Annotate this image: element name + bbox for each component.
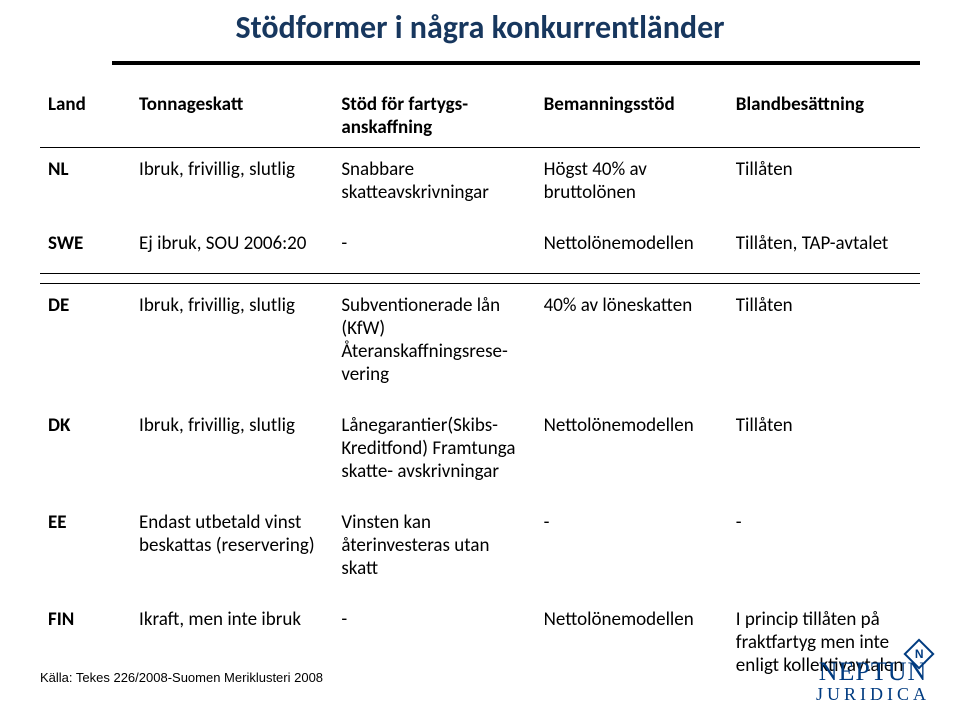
cell: 40% av löneskatten bbox=[536, 284, 728, 405]
cell: Endast utbetald vinst beskattas (reserve… bbox=[131, 501, 333, 598]
col-header-bemanning: Bemanningsstöd bbox=[536, 83, 728, 148]
cell: Ibruk, frivillig, slutlig bbox=[131, 404, 333, 501]
cell: Subventionerade lån (KfW) Återanskaffnin… bbox=[333, 284, 535, 405]
table-row: DE Ibruk, frivillig, slutlig Subventione… bbox=[40, 284, 920, 405]
cell: Nettolönemodellen bbox=[536, 598, 728, 695]
source-citation: Källa: Tekes 226/2008-Suomen Merikluster… bbox=[40, 670, 323, 685]
table-row: NL Ibruk, frivillig, slutlig Snabbare sk… bbox=[40, 148, 920, 223]
logo-line2: JURIDICA bbox=[816, 685, 930, 703]
neptun-logo: NEPTUN JURIDICA bbox=[816, 659, 930, 703]
section-divider bbox=[40, 274, 920, 284]
title-underline bbox=[112, 61, 920, 65]
cell: - bbox=[333, 222, 535, 274]
cell-land: SWE bbox=[40, 222, 131, 274]
cell-land: EE bbox=[40, 501, 131, 598]
col-header-stod: Stöd för fartygs- anskaffning bbox=[333, 83, 535, 148]
table-row: SWE Ej ibruk, SOU 2006:20 - Nettolönemod… bbox=[40, 222, 920, 274]
table-row: EE Endast utbetald vinst beskattas (rese… bbox=[40, 501, 920, 598]
cell: Ej ibruk, SOU 2006:20 bbox=[131, 222, 333, 274]
cell: - bbox=[536, 501, 728, 598]
col-header-tonnage: Tonnageskatt bbox=[131, 83, 333, 148]
cell: Tillåten bbox=[728, 284, 920, 405]
cell: Lånegarantier(Skibs- Kreditfond) Framtun… bbox=[333, 404, 535, 501]
cell-land: DE bbox=[40, 284, 131, 405]
cell: Tillåten bbox=[728, 404, 920, 501]
cell: Tillåten, TAP-avtalet bbox=[728, 222, 920, 274]
cell: Ibruk, frivillig, slutlig bbox=[131, 284, 333, 405]
cell: - bbox=[333, 598, 535, 695]
logo-line1: NEPTUN bbox=[816, 659, 930, 685]
cell: Snabbare skatteavskrivningar bbox=[333, 148, 535, 223]
cell: - bbox=[728, 501, 920, 598]
cell: Tillåten bbox=[728, 148, 920, 223]
cell-land: NL bbox=[40, 148, 131, 223]
cell: Nettolönemodellen bbox=[536, 404, 728, 501]
cell: Vinsten kan återinvesteras utan skatt bbox=[333, 501, 535, 598]
table-row: DK Ibruk, frivillig, slutlig Lånegaranti… bbox=[40, 404, 920, 501]
page-title: Stödformer i några konkurrentländer bbox=[0, 0, 960, 47]
col-header-land: Land bbox=[40, 83, 131, 148]
cell-land: DK bbox=[40, 404, 131, 501]
cell: Högst 40% av bruttolönen bbox=[536, 148, 728, 223]
cell: Ibruk, frivillig, slutlig bbox=[131, 148, 333, 223]
table-header-row: Land Tonnageskatt Stöd för fartygs- ansk… bbox=[40, 83, 920, 148]
support-table: Land Tonnageskatt Stöd för fartygs- ansk… bbox=[40, 83, 920, 695]
col-header-bland: Blandbesättning bbox=[728, 83, 920, 148]
cell: Nettolönemodellen bbox=[536, 222, 728, 274]
